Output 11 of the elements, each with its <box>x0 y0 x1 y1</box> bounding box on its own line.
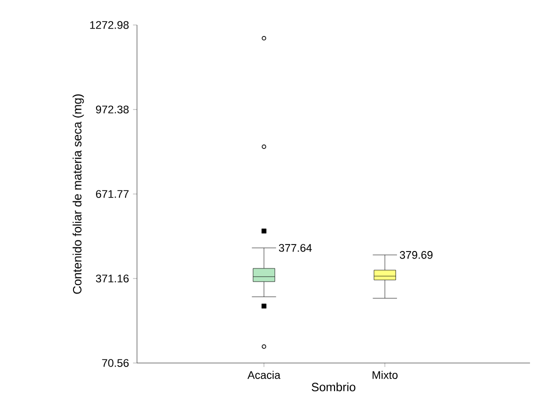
annotation: 379.69 <box>400 251 433 259</box>
y-tick-label: 371.16 <box>96 274 129 282</box>
x-tick-label: Mixto <box>372 370 398 379</box>
x-axis-title: Sombrio <box>312 382 356 392</box>
x-tick-label: Acacia <box>247 370 280 379</box>
y-tick-label: 671.77 <box>96 190 129 198</box>
y-tick-label: 70.56 <box>102 359 129 367</box>
y-axis-title: Contenido foliar de materia seca (mg) <box>72 94 84 294</box>
y-tick-label: 1272.98 <box>90 21 129 29</box>
y-tick-label: 972.38 <box>96 106 129 114</box>
annotation: 377.64 <box>278 244 312 252</box>
